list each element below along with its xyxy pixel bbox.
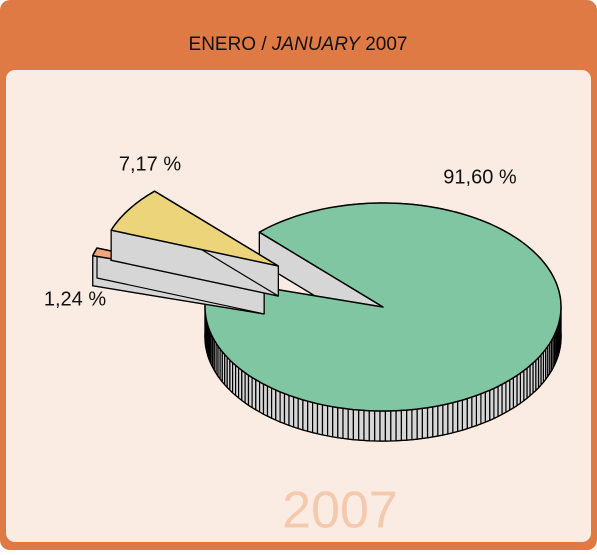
slice-side — [401, 410, 406, 440]
title-year: 2007 — [365, 34, 407, 55]
slice-side — [375, 411, 380, 441]
slice-side — [443, 404, 448, 435]
slice-side — [294, 397, 299, 429]
slice-side — [476, 394, 481, 426]
slice-side — [323, 405, 328, 436]
slice-side — [462, 399, 467, 431]
slice-side — [494, 386, 498, 418]
slice-side — [353, 410, 358, 440]
slice-side — [391, 411, 396, 441]
slice-side — [481, 392, 485, 424]
slice-side — [417, 408, 422, 439]
slice-side — [369, 411, 374, 441]
slice-side — [338, 408, 343, 439]
slice-side — [412, 409, 417, 440]
slice-side — [333, 407, 338, 438]
slice-side — [458, 400, 463, 431]
slice-side — [359, 410, 364, 440]
slice-side — [328, 406, 333, 437]
slice-side — [472, 396, 477, 428]
slice-side — [276, 390, 280, 422]
data-label: 91,60 % — [443, 166, 517, 188]
data-label: 1,24 % — [44, 288, 106, 310]
slice-side — [364, 410, 369, 440]
chart-title: ENERO / JANUARY 2007 — [189, 34, 408, 55]
title-es: ENERO / — [189, 34, 268, 55]
data-label: 7,17 % — [119, 153, 181, 175]
slice-side — [280, 392, 284, 424]
slice-side — [453, 401, 458, 432]
slice-side — [318, 404, 323, 435]
watermark: 2007 — [282, 482, 398, 540]
slice-side — [285, 394, 290, 426]
slice-side — [407, 410, 412, 441]
slice-side — [313, 403, 318, 434]
slice-side — [428, 407, 433, 438]
slice-side — [272, 388, 276, 420]
slice-side — [433, 406, 438, 437]
slice-side — [380, 411, 385, 441]
slice-side — [348, 409, 353, 440]
slice-side — [268, 386, 272, 418]
slice-side — [422, 408, 427, 439]
slice-side — [490, 388, 494, 420]
slice-side — [396, 410, 401, 440]
slice-side — [385, 411, 390, 441]
slice-side — [438, 405, 443, 436]
slice-side — [485, 390, 489, 422]
slice-side — [467, 397, 472, 429]
slice-side — [448, 403, 453, 434]
slice-side — [303, 400, 308, 431]
slice-side — [343, 408, 348, 439]
title-en: JANUARY — [271, 34, 361, 55]
slice-side — [289, 395, 294, 427]
slice-side — [308, 401, 313, 432]
slice-side — [298, 398, 303, 430]
